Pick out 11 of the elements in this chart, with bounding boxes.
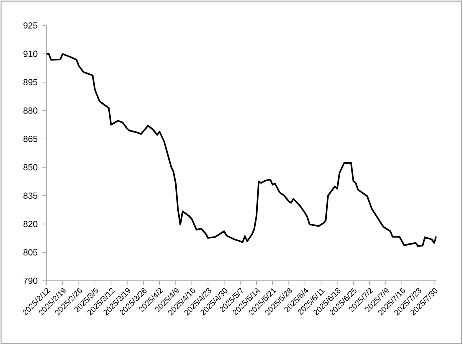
y-tick-label: 820 [24, 221, 38, 228]
y-tick-label: 790 [24, 278, 38, 284]
y-tick-label: 850 [24, 164, 38, 171]
y-tick-label: 895 [24, 79, 38, 86]
y-tick-label: 805 [24, 250, 38, 256]
line-series [46, 53, 437, 248]
y-tick-label: 865 [24, 136, 38, 142]
y-tick-label: 835 [24, 192, 38, 200]
y-tick-label: 910 [24, 50, 38, 58]
y-tick-label: 925 [24, 22, 38, 29]
y-tick-label: 880 [24, 108, 38, 114]
